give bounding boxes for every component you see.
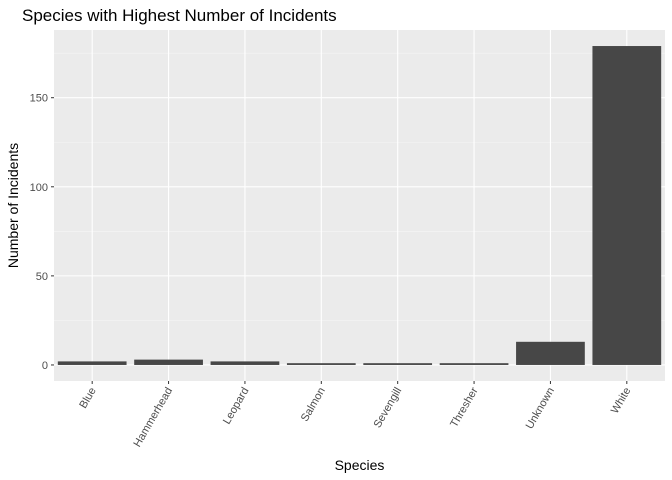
bar-leopard — [210, 361, 280, 365]
chart-title: Species with Highest Number of Incidents — [22, 6, 337, 25]
plot-panel — [54, 30, 665, 381]
bar-hammerhead — [134, 359, 203, 365]
x-axis-title: Species — [335, 457, 385, 473]
x-tick-label: Thresher — [448, 385, 481, 429]
y-tick-label: 50 — [36, 271, 48, 283]
x-tick-label: Hammerhead — [131, 386, 175, 450]
x-tick-label: Unknown — [524, 386, 557, 432]
bar-blue — [57, 361, 127, 365]
x-tick-label: Sevengill — [372, 386, 405, 431]
y-tick-label: 150 — [30, 93, 48, 105]
y-tick-label: 0 — [42, 360, 48, 372]
x-tick-label: Blue — [77, 386, 98, 411]
bars — [57, 46, 662, 365]
bar-sevengill — [363, 363, 433, 365]
y-tick-label: 100 — [30, 182, 48, 194]
gridlines — [54, 30, 665, 381]
x-tick-label: Leopard — [221, 386, 252, 427]
bar-white — [592, 46, 662, 365]
x-tick-label: Salmon — [299, 386, 328, 424]
bar-thresher — [439, 363, 509, 365]
y-axis: 0 50 100 150 — [30, 93, 54, 372]
x-axis: Blue Hammerhead Leopard Salmon Sevengill Thre… — [77, 381, 633, 449]
x-tick-label: White — [609, 386, 633, 416]
bar-salmon — [286, 363, 356, 365]
y-axis-title: Number of Incidents — [5, 143, 21, 268]
bar-unknown — [516, 341, 585, 365]
